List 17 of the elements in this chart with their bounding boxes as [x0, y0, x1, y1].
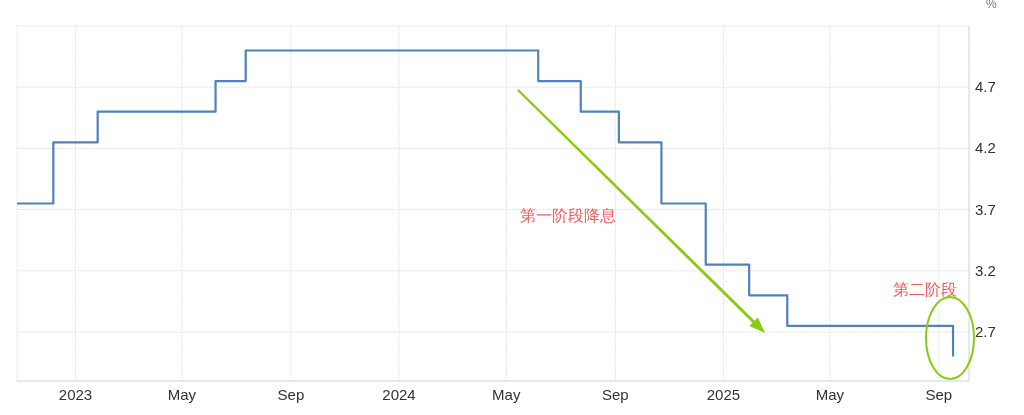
x-tick-label: May [815, 386, 845, 403]
x-tick-label: Sep [277, 386, 305, 403]
y-tick-label: 3.7 [975, 200, 996, 218]
y-tick-label: 3.2 [975, 261, 996, 279]
x-tick-label: 2023 [58, 386, 93, 403]
y-tick-label: 4.7 [975, 78, 996, 96]
y-tick-label: 2.7 [975, 323, 996, 341]
x-tick-label: Sep [925, 386, 953, 403]
x-tick-label: May [492, 386, 521, 403]
annotation: 第一阶段降息 [520, 206, 616, 225]
x-tick-label: 2024 [382, 386, 416, 403]
y-axis-title: % [986, 0, 997, 11]
x-tick-label: May [167, 386, 197, 403]
y-tick-label: 4.2 [975, 139, 996, 157]
x-tick-label: Sep [601, 386, 629, 403]
x-tick-label: 2025 [706, 386, 741, 403]
annotation: 第二阶段 [893, 280, 957, 299]
